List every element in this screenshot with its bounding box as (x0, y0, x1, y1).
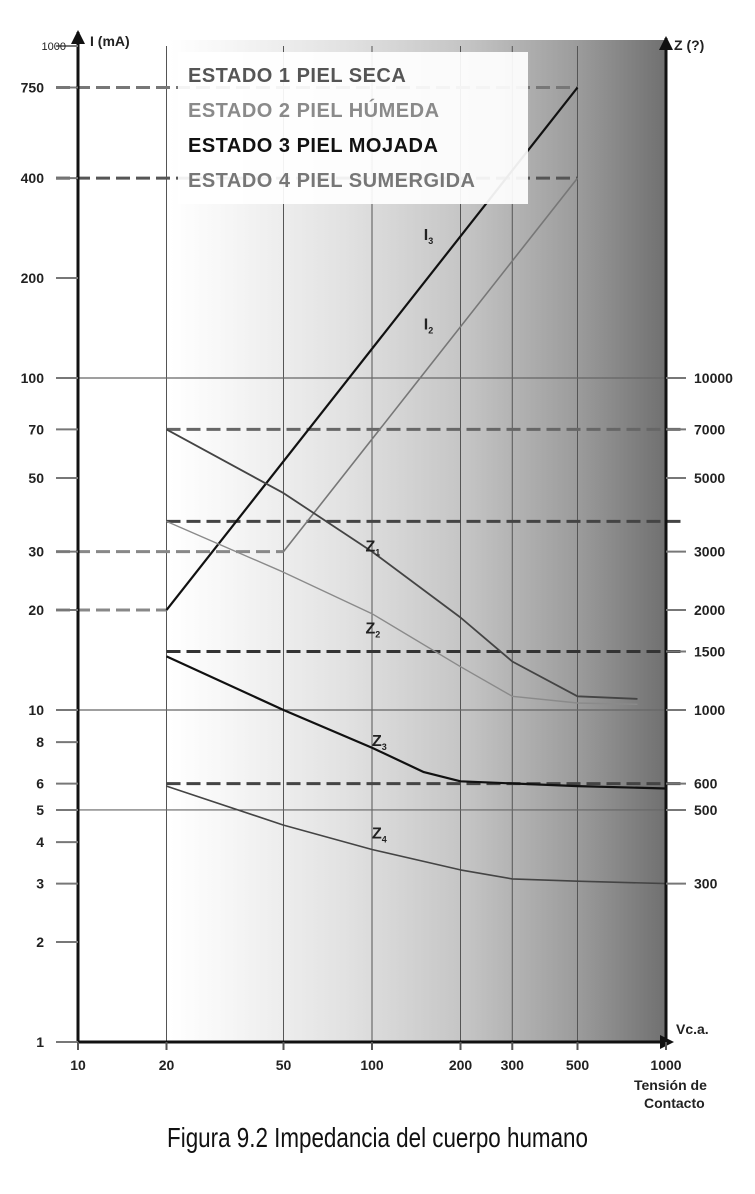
curve-labels: I3 I2 Z1 Z2 Z3 Z4 (365, 227, 433, 844)
x-axis-subtitle-2: Contacto (644, 1095, 705, 1111)
series-label-Z1: Z1 (365, 539, 380, 558)
y-right-tick-label-1000: 1000 (694, 702, 725, 718)
y-right-tick-label-600: 600 (694, 776, 718, 792)
x-tick-label-500: 500 (566, 1057, 590, 1073)
y-right-tick-label-2000: 2000 (694, 602, 725, 618)
y-left-tick-label-750: 750 (21, 79, 45, 95)
y-left-tick-label-1: 1 (36, 1034, 44, 1050)
grid-lines (78, 46, 666, 1042)
axes (71, 30, 674, 1049)
y-left-axis-arrow (71, 30, 85, 44)
legend-box (178, 52, 528, 204)
series-Z3 (166, 655, 667, 790)
y-left-tick-label-5: 5 (36, 802, 44, 818)
x-tick-label-300: 300 (501, 1057, 525, 1073)
series-Z1 (166, 428, 638, 700)
y-right-tick-label-1500: 1500 (694, 644, 725, 660)
series-I2 (282, 177, 579, 553)
y-right-tick-label-500: 500 (694, 802, 718, 818)
series-label-I2: I2 (424, 316, 433, 335)
y-left-tick-label-8: 8 (36, 734, 44, 750)
series-label-Z2: Z2 (365, 620, 380, 639)
x-tick-label-1000: 1000 (650, 1057, 681, 1073)
x-tick-label-100: 100 (360, 1057, 384, 1073)
plot-background (170, 40, 666, 1042)
x-axis-subtitle-1: Tensión de (634, 1077, 707, 1093)
y-left-tick-label-2: 2 (36, 934, 44, 950)
y-left-tick-label-10: 10 (28, 702, 44, 718)
x-tick-label-50: 50 (276, 1057, 292, 1073)
y-left-tick-label-200: 200 (21, 270, 45, 286)
legend-entry-2: ESTADO 2 PIEL HÚMEDA (188, 98, 440, 122)
y-left-tick-label-20: 20 (28, 602, 44, 618)
legend-entry-3: ESTADO 3 PIEL MOJADA (188, 135, 438, 157)
y-right-tick-label-10000: 10000 (694, 370, 733, 386)
y-right-tick-label-7000: 7000 (694, 421, 725, 437)
y-left-tick-label-6: 6 (36, 776, 44, 792)
y-right-tick-label-5000: 5000 (694, 470, 725, 486)
series-Z2 (166, 520, 638, 705)
y-left-tick-label-3: 3 (36, 876, 44, 892)
y-right-axis-title: Z (?) (674, 37, 704, 53)
y-left-tick-label-50: 50 (28, 470, 44, 486)
x-tick-label-10: 10 (70, 1057, 86, 1073)
y-left-tick-label-1000: 1000 (42, 41, 66, 53)
legend-entry-1: ESTADO 1 PIEL SECA (188, 65, 406, 87)
x-tick-label-200: 200 (449, 1057, 473, 1073)
series-label-Z4: Z4 (372, 826, 387, 845)
legend: ESTADO 1 PIEL SECA ESTADO 2 PIEL HÚMEDA ES… (178, 52, 528, 204)
y-right-tick-label-300: 300 (694, 876, 718, 892)
series-label-Z3: Z3 (372, 733, 387, 752)
y-left-tick-label-30: 30 (28, 544, 44, 560)
y-left-tick-label-400: 400 (21, 170, 45, 186)
legend-entry-4: ESTADO 4 PIEL SUMERGIDA (188, 170, 475, 192)
y-left-tick-label-4: 4 (36, 834, 44, 850)
tick-labels: 1 2 3 4 5 6 8 10 20 30 50 70 100 200 400 750 1000 300 500 6… (21, 41, 734, 1073)
series-Z4 (166, 785, 667, 885)
y-left-tick-label-100: 100 (21, 370, 45, 386)
figure-caption: Figura 9.2 Impedancia del cuerpo humano (167, 1122, 588, 1153)
impedance-chart: 1 2 3 4 5 6 8 10 20 30 50 70 100 200 400 750 1000 300 500 6… (21, 30, 734, 1111)
y-right-axis-arrow (659, 36, 673, 50)
x-axis-title: Vc.a. (676, 1021, 709, 1037)
y-left-axis-title: I (mA) (90, 33, 130, 49)
y-left-tick-label-70: 70 (28, 421, 44, 437)
y-right-tick-label-3000: 3000 (694, 544, 725, 560)
series-label-I3: I3 (424, 227, 433, 246)
x-tick-label-20: 20 (159, 1057, 175, 1073)
